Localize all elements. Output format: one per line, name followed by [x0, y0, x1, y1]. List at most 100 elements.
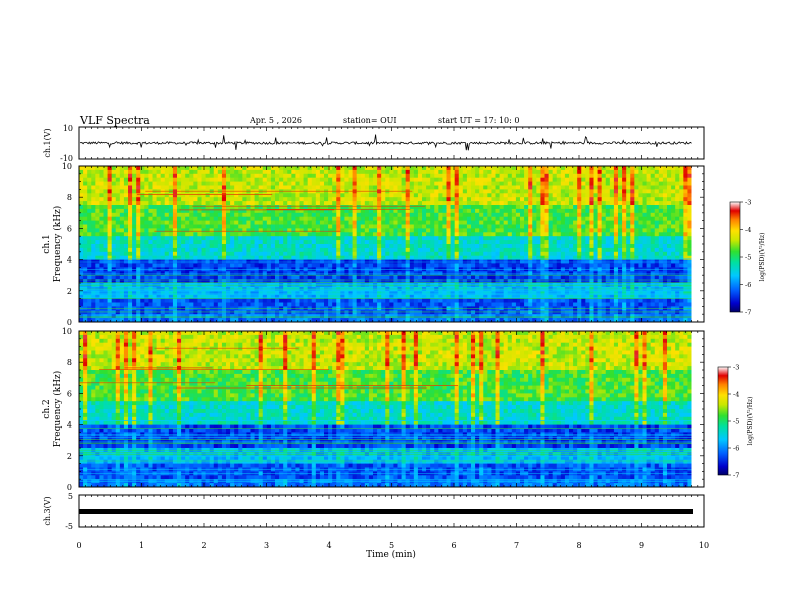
- spec-cell: [687, 232, 692, 237]
- spec-cell: [405, 255, 411, 260]
- spec-cell: [156, 185, 162, 190]
- spec-cell: [426, 279, 431, 284]
- spec-cell: [560, 208, 566, 214]
- spec-cell: [471, 251, 476, 257]
- spec-cell: [221, 271, 227, 276]
- spec-cell: [654, 247, 660, 253]
- spec-cell: [683, 255, 688, 260]
- spec-cell: [434, 240, 439, 245]
- spec-cell: [181, 166, 186, 171]
- spec-cell: [491, 216, 496, 221]
- spec-cell: [613, 212, 619, 218]
- spec-cell: [368, 279, 374, 284]
- spec-cell: [401, 224, 407, 229]
- spec-cell: [168, 228, 174, 233]
- spec-cell: [466, 232, 472, 237]
- spec-cell: [454, 177, 460, 182]
- spec-cell: [393, 166, 398, 171]
- spec-cell: [315, 224, 321, 229]
- spec-cell: [589, 251, 594, 257]
- spec-cell: [328, 177, 333, 182]
- spec-cell: [605, 177, 611, 182]
- spec-cell: [287, 236, 292, 241]
- spec-cell: [193, 228, 198, 233]
- spec-cell: [556, 255, 562, 260]
- spec-cell: [328, 216, 333, 221]
- spec-cell: [601, 201, 607, 206]
- spec-cell: [466, 271, 472, 276]
- spec-cell: [201, 173, 206, 179]
- spec-cell: [479, 166, 484, 171]
- spec-cell: [381, 244, 386, 249]
- spec-cell: [287, 232, 292, 237]
- spec-cell: [246, 173, 251, 179]
- spec-cell: [246, 224, 251, 229]
- spec-cell: [83, 232, 88, 237]
- spec-cell: [675, 224, 680, 229]
- spec-cell: [634, 208, 639, 214]
- spec-cell: [511, 263, 517, 268]
- spec-cell: [511, 197, 517, 202]
- spec-cell: [422, 220, 427, 225]
- spec-cell: [189, 240, 194, 245]
- spec-cell: [221, 185, 227, 190]
- spec-cell: [675, 236, 680, 241]
- spec-cell: [348, 201, 353, 206]
- spec-cell: [311, 236, 317, 241]
- spec-cell: [111, 205, 117, 210]
- spec-cell: [164, 247, 170, 253]
- spec-cell: [238, 247, 243, 253]
- spec-cell: [454, 208, 460, 214]
- spec-cell: [303, 177, 309, 182]
- spec-cell: [569, 279, 574, 284]
- spec-cell: [638, 279, 643, 284]
- spec-cell: [397, 255, 402, 260]
- spec-cell: [442, 247, 447, 253]
- spec-cell: [132, 216, 137, 221]
- spec-cell: [446, 271, 451, 276]
- spec-cell: [593, 228, 598, 233]
- spec-cell: [650, 224, 656, 229]
- spec-cell: [585, 244, 590, 249]
- spec-cell: [172, 193, 178, 198]
- spec-cell: [266, 208, 272, 214]
- spec-cell: [417, 216, 423, 221]
- spec-cell: [319, 166, 325, 171]
- spec-cell: [115, 220, 121, 225]
- spec-cell: [373, 220, 378, 225]
- spec-cell: [458, 177, 464, 182]
- spec-cell: [152, 275, 157, 280]
- spec-cell: [507, 255, 513, 260]
- spec-cell: [238, 173, 243, 179]
- spec-cell: [144, 224, 149, 229]
- spec-cell: [503, 240, 509, 245]
- spec-cell: [107, 169, 113, 175]
- spec-cell: [258, 216, 264, 221]
- spec-cell: [487, 173, 492, 179]
- spec-cell: [373, 271, 378, 276]
- spec-cell: [201, 220, 206, 225]
- spec-cell: [373, 208, 378, 214]
- spec-cell: [254, 197, 260, 202]
- spec-cell: [528, 189, 533, 194]
- spec-cell: [270, 236, 276, 241]
- spec-cell: [544, 173, 549, 179]
- spec-cell: [99, 166, 104, 171]
- spec-cell: [303, 251, 309, 257]
- spec-cell: [132, 224, 137, 229]
- spec-cell: [507, 212, 513, 218]
- spec-cell: [303, 185, 309, 190]
- spec-cell: [401, 216, 407, 221]
- spec-cell: [230, 181, 235, 186]
- spec-cell: [315, 208, 321, 214]
- spec-cell: [99, 173, 104, 179]
- spec-cell: [479, 177, 484, 182]
- spec-cell: [221, 173, 227, 179]
- spec-cell: [266, 236, 272, 241]
- spec-cell: [422, 232, 427, 237]
- spec-cell: [622, 271, 627, 276]
- spec-cell: [401, 205, 407, 210]
- spec-cell: [319, 251, 325, 257]
- spec-cell: [552, 224, 558, 229]
- spec-cell: [475, 216, 480, 221]
